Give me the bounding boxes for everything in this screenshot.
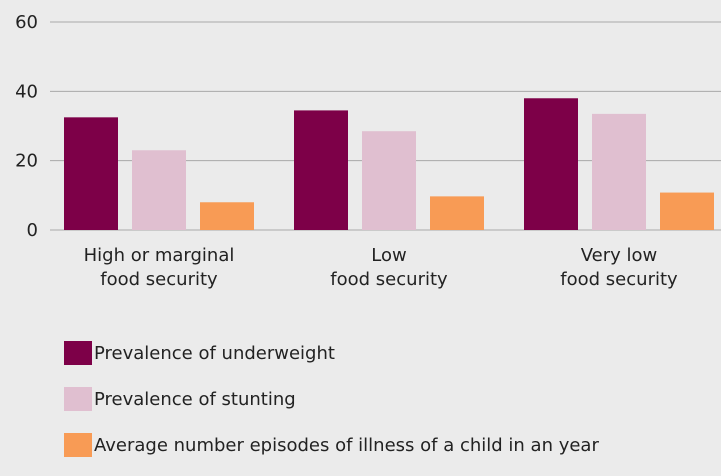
y-tick-label-40: 40 xyxy=(15,81,38,102)
legend-item-stunting: Prevalence of stunting xyxy=(64,376,599,422)
x-category-label-1: Low food security xyxy=(330,245,448,290)
legend-swatch-illness xyxy=(64,433,92,457)
legend-swatch-underweight xyxy=(64,341,92,365)
bar-series0-cat0 xyxy=(64,117,118,230)
bar-series2-cat0 xyxy=(200,202,254,230)
x-category-label-2: Very low food security xyxy=(560,245,678,290)
legend-item-illness: Average number episodes of illness of a … xyxy=(64,422,599,468)
legend-label-underweight: Prevalence of underweight xyxy=(94,342,335,364)
x-axis-category-labels: High or marginal food security Low food sec… xyxy=(84,245,678,290)
bar-series2-cat2 xyxy=(660,192,714,230)
legend-label-stunting: Prevalence of stunting xyxy=(94,388,296,410)
y-tick-label-0: 0 xyxy=(27,220,38,241)
bar-chart: 0 20 40 60 High or marginal food security Low… xyxy=(15,12,721,290)
bar-series0-cat1 xyxy=(294,110,348,230)
bar-series2-cat1 xyxy=(430,196,484,230)
bars xyxy=(64,98,714,231)
y-axis-tick-labels: 0 20 40 60 xyxy=(15,12,38,241)
y-tick-label-20: 20 xyxy=(15,151,38,172)
legend: Prevalence of underweight Prevalence of … xyxy=(64,330,599,468)
y-tick-label-60: 60 xyxy=(15,12,38,33)
legend-item-underweight: Prevalence of underweight xyxy=(64,330,599,376)
legend-label-illness: Average number episodes of illness of a … xyxy=(94,434,599,456)
x-category-label-0: High or marginal food security xyxy=(84,245,235,290)
legend-swatch-stunting xyxy=(64,387,92,411)
bar-series1-cat0 xyxy=(132,150,186,230)
bar-series0-cat2 xyxy=(524,98,578,231)
bar-series1-cat1 xyxy=(362,131,416,230)
bar-series1-cat2 xyxy=(592,113,646,230)
